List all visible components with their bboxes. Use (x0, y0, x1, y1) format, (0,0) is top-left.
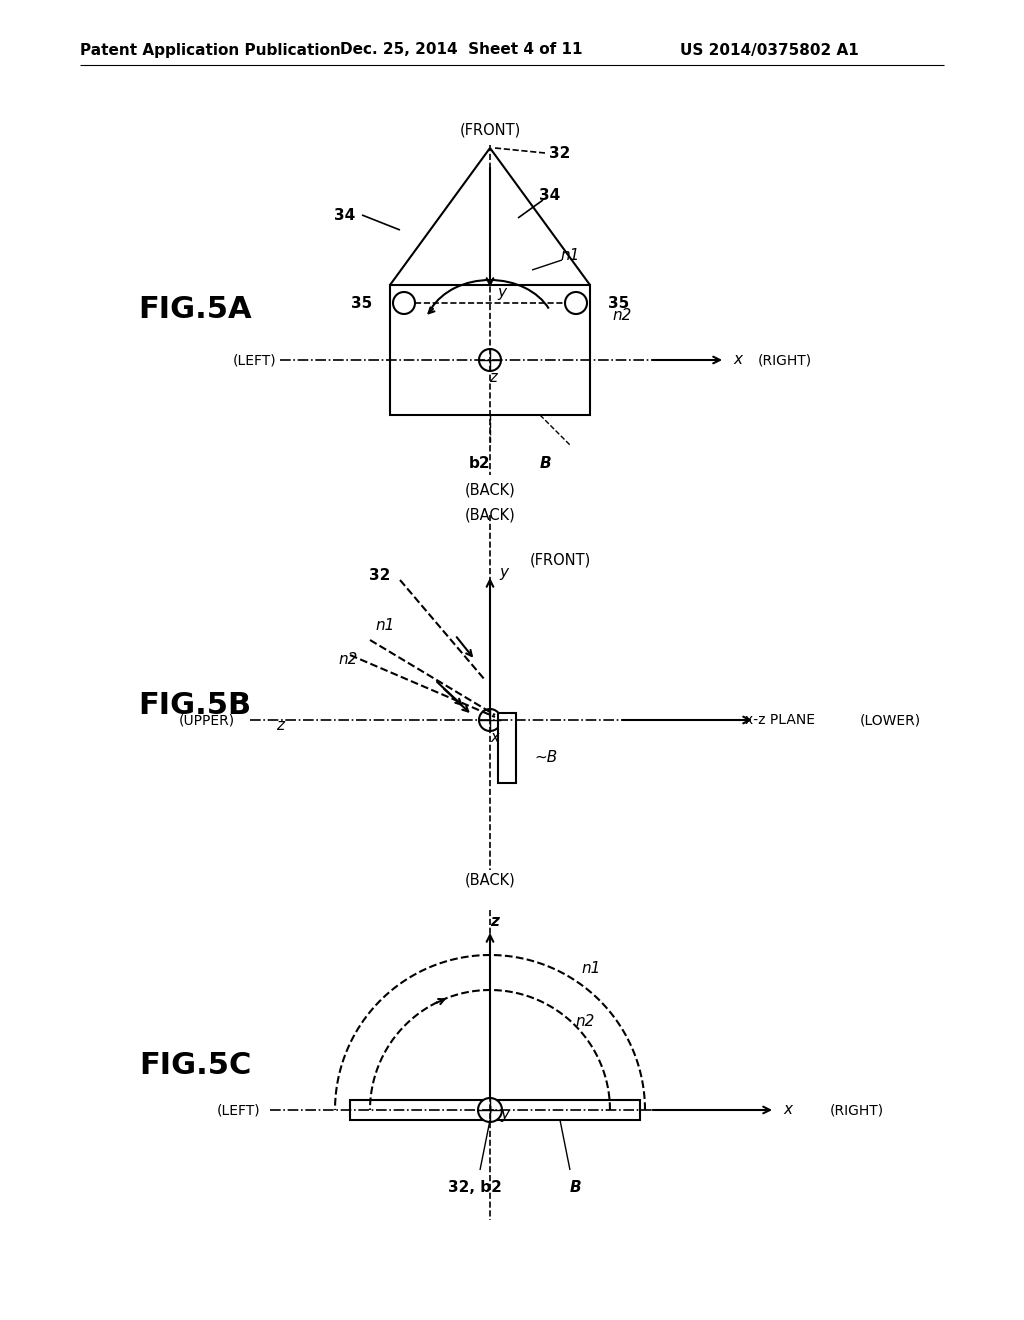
Text: n2: n2 (612, 308, 632, 322)
Text: FIG.5B: FIG.5B (138, 690, 252, 719)
Text: 35: 35 (351, 296, 372, 310)
Text: (FRONT): (FRONT) (529, 553, 591, 568)
Text: 34: 34 (334, 207, 355, 223)
Text: (RIGHT): (RIGHT) (830, 1104, 884, 1117)
Circle shape (479, 709, 501, 731)
Text: n2: n2 (575, 1014, 595, 1028)
Text: B: B (540, 455, 551, 470)
Text: n1: n1 (376, 618, 394, 632)
Text: Dec. 25, 2014  Sheet 4 of 11: Dec. 25, 2014 Sheet 4 of 11 (340, 42, 583, 58)
Text: 34: 34 (540, 187, 560, 202)
Text: x: x (490, 730, 500, 746)
Text: (UPPER): (UPPER) (179, 713, 234, 727)
Text: x: x (783, 1102, 793, 1118)
Text: FIG.5A: FIG.5A (138, 296, 252, 325)
Bar (390, 285, 590, 414)
Text: n1: n1 (560, 248, 580, 263)
Text: 32: 32 (549, 145, 570, 161)
Text: (RIGHT): (RIGHT) (758, 352, 812, 367)
Circle shape (565, 292, 587, 314)
Text: Patent Application Publication: Patent Application Publication (80, 42, 341, 58)
Circle shape (479, 348, 501, 371)
Text: y: y (498, 285, 507, 301)
Text: y: y (501, 1107, 510, 1122)
Text: b2: b2 (469, 455, 490, 470)
Text: ~B: ~B (534, 751, 557, 766)
Text: +: + (486, 1105, 494, 1115)
Bar (350, 1100, 640, 1119)
Text: 35: 35 (608, 296, 630, 310)
Text: (BACK): (BACK) (465, 873, 515, 887)
Text: (LEFT): (LEFT) (216, 1104, 260, 1117)
Text: x-z PLANE: x-z PLANE (745, 713, 815, 727)
Bar (498, 713, 516, 783)
Circle shape (393, 292, 415, 314)
Text: (LOWER): (LOWER) (860, 713, 922, 727)
Text: y: y (500, 565, 509, 579)
Text: (BACK): (BACK) (465, 507, 515, 523)
Text: z: z (489, 371, 497, 385)
Text: z: z (276, 718, 284, 733)
Text: 32, b2: 32, b2 (449, 1180, 502, 1196)
Text: US 2014/0375802 A1: US 2014/0375802 A1 (680, 42, 859, 58)
Text: FIG.5C: FIG.5C (139, 1051, 251, 1080)
Text: x: x (733, 352, 742, 367)
Text: n2: n2 (338, 652, 357, 668)
Circle shape (478, 1098, 502, 1122)
Text: (FRONT): (FRONT) (460, 123, 520, 137)
Text: n1: n1 (582, 961, 601, 975)
Text: (BACK): (BACK) (465, 483, 515, 498)
Text: (LEFT): (LEFT) (233, 352, 276, 367)
Text: 32: 32 (369, 568, 390, 582)
Text: B: B (569, 1180, 581, 1196)
Text: z: z (490, 915, 500, 929)
